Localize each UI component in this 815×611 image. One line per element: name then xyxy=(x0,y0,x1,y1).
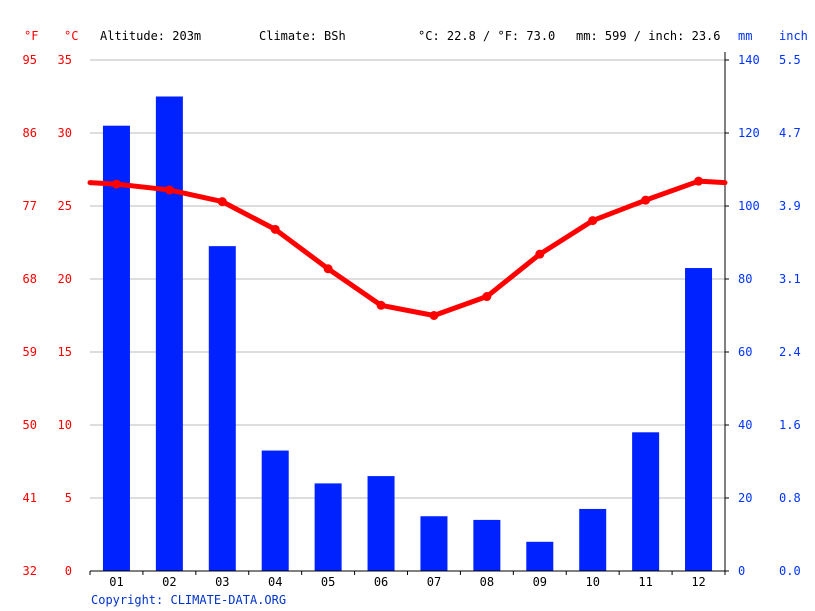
mm-tick-label: 120 xyxy=(738,126,760,140)
month-tick-label: 10 xyxy=(585,575,599,589)
temperature-point xyxy=(588,216,598,226)
celsius-unit-label: °C xyxy=(64,29,78,43)
temperature-point xyxy=(217,197,227,207)
mm-tick-label: 0 xyxy=(738,564,745,578)
precipitation-bar xyxy=(208,246,236,571)
precipitation-bar xyxy=(102,125,130,571)
inch-tick-label: 1.6 xyxy=(779,418,801,432)
temperature-point xyxy=(323,264,333,274)
precipitation-bar xyxy=(473,519,501,571)
celsius-tick-label: 30 xyxy=(58,126,72,140)
celsius-tick-label: 25 xyxy=(58,199,72,213)
temperature-point xyxy=(376,300,386,310)
month-tick-label: 03 xyxy=(215,575,229,589)
mm-tick-label: 140 xyxy=(738,53,760,67)
inch-tick-label: 0.8 xyxy=(779,491,801,505)
celsius-tick-label: 35 xyxy=(58,53,72,67)
inch-tick-label: 4.7 xyxy=(779,126,801,140)
celsius-tick-label: 0 xyxy=(65,564,72,578)
tick-labels: 32 0 0 0.0 41 5 20 0.8 50 10 40 1.6 59 15 60 2.4 68 20 80 3… xyxy=(23,53,801,589)
mm-tick-label: 60 xyxy=(738,345,752,359)
fahrenheit-tick-label: 86 xyxy=(23,126,37,140)
month-tick-label: 05 xyxy=(321,575,335,589)
mm-tick-label: 80 xyxy=(738,272,752,286)
axes xyxy=(89,52,729,575)
altitude-label: Altitude: 203m xyxy=(100,29,201,43)
fahrenheit-tick-label: 41 xyxy=(23,491,37,505)
precipitation-bar xyxy=(632,432,660,571)
month-tick-label: 11 xyxy=(638,575,652,589)
precipitation-bar xyxy=(314,483,342,571)
temperature-point xyxy=(270,224,280,234)
celsius-tick-label: 20 xyxy=(58,272,72,286)
inch-tick-label: 2.4 xyxy=(779,345,801,359)
temperature-point xyxy=(482,292,492,302)
precipitation-bar xyxy=(155,96,183,571)
precipitation-bar xyxy=(579,508,607,571)
month-tick-label: 12 xyxy=(691,575,705,589)
precipitation-bars xyxy=(102,96,713,571)
temperature-average-label: °C: 22.8 / °F: 73.0 xyxy=(418,29,555,43)
copyright-text: Copyright: CLIMATE-DATA.ORG xyxy=(91,593,286,607)
temperature-point xyxy=(641,195,651,205)
temperature-point xyxy=(535,249,545,259)
inch-tick-label: 0.0 xyxy=(779,564,801,578)
precipitation-bar xyxy=(685,268,713,571)
climate-label: Climate: BSh xyxy=(259,29,346,43)
inch-tick-label: 3.9 xyxy=(779,199,801,213)
month-tick-label: 06 xyxy=(374,575,388,589)
celsius-tick-label: 15 xyxy=(58,345,72,359)
precipitation-total-label: mm: 599 / inch: 23.6 xyxy=(576,29,721,43)
celsius-tick-label: 5 xyxy=(65,491,72,505)
fahrenheit-tick-label: 68 xyxy=(23,272,37,286)
month-tick-label: 02 xyxy=(162,575,176,589)
month-tick-label: 01 xyxy=(109,575,123,589)
gridlines xyxy=(90,59,725,499)
precipitation-bar xyxy=(261,450,289,571)
precipitation-bar xyxy=(367,476,395,571)
temperature-point xyxy=(111,179,121,189)
month-tick-label: 08 xyxy=(480,575,494,589)
inch-tick-label: 3.1 xyxy=(779,272,801,286)
month-tick-label: 09 xyxy=(533,575,547,589)
mm-tick-label: 100 xyxy=(738,199,760,213)
month-tick-label: 07 xyxy=(427,575,441,589)
fahrenheit-tick-label: 32 xyxy=(23,564,37,578)
temperature-series-line xyxy=(87,178,728,318)
fahrenheit-tick-label: 50 xyxy=(23,418,37,432)
fahrenheit-unit-label: °F xyxy=(24,29,38,43)
fahrenheit-tick-label: 59 xyxy=(23,345,37,359)
temperature-point xyxy=(164,185,174,195)
temperature-point xyxy=(429,311,439,320)
inch-unit-label: inch xyxy=(779,29,808,43)
mm-tick-label: 20 xyxy=(738,491,752,505)
fahrenheit-tick-label: 95 xyxy=(23,53,37,67)
temperature-point xyxy=(694,176,704,186)
celsius-tick-label: 10 xyxy=(58,418,72,432)
inch-tick-label: 5.5 xyxy=(779,53,801,67)
precipitation-bar xyxy=(526,541,554,571)
temperature-line xyxy=(87,176,728,320)
mm-unit-label: mm xyxy=(738,29,752,43)
month-tick-label: 04 xyxy=(268,575,282,589)
precipitation-bar xyxy=(420,516,448,571)
mm-tick-label: 40 xyxy=(738,418,752,432)
fahrenheit-tick-label: 77 xyxy=(23,199,37,213)
